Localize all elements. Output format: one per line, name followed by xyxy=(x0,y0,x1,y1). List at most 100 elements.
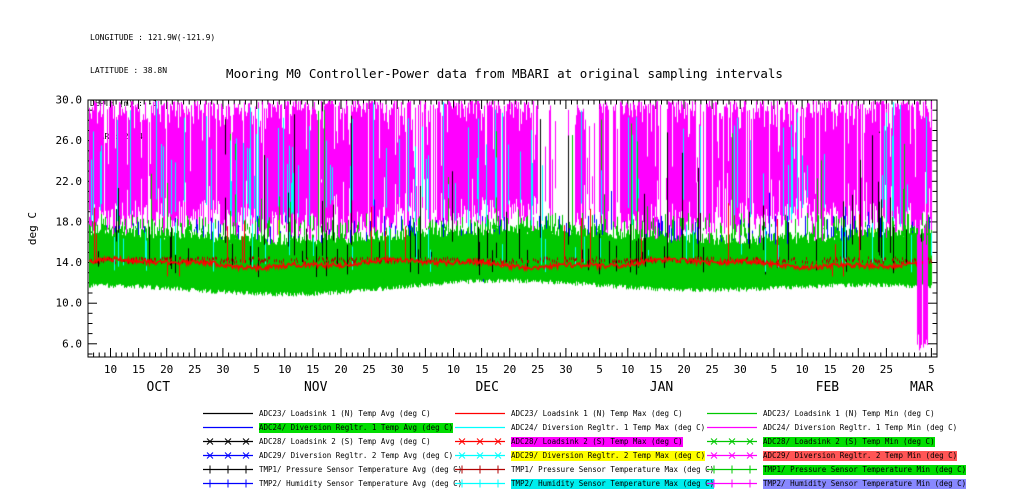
legend-entry-label: ADC23/ Loadsink 1 (N) Temp Min (deg C) xyxy=(763,408,935,418)
x-tick-label: 15 xyxy=(306,363,319,376)
x-tick-label: 20 xyxy=(677,363,690,376)
month-label: FEB xyxy=(816,380,840,395)
legend-entry: ADC29/ Diversion Regltr. 2 Temp Min (deg… xyxy=(706,449,958,462)
x-tick-label: 15 xyxy=(649,363,662,376)
x-tick-label: 30 xyxy=(216,363,229,376)
legend-entry-label: TMP1/ Pressure Sensor Temperature Max (d… xyxy=(511,464,715,474)
legend-plus-marker-swatch-icon xyxy=(455,465,505,474)
x-tick-label: 5 xyxy=(422,363,429,376)
legend-entry: ADC24/ Diversion Regltr. 1 Temp Avg (deg… xyxy=(202,421,454,434)
x-tick-label: 10 xyxy=(447,363,460,376)
x-tick-label: 20 xyxy=(503,363,516,376)
legend-entry: TMP2/ Humidity Sensor Temperature Avg (d… xyxy=(202,477,462,490)
x-tick-label: 15 xyxy=(824,363,837,376)
legend-x-marker-swatch-icon xyxy=(203,452,253,459)
metadata-longitude: LONGITUDE : 121.9W(-121.9) xyxy=(90,33,216,42)
legend-entry: ADC23/ Loadsink 1 (N) Temp Max (deg C) xyxy=(454,407,706,420)
legend-line-swatch-icon xyxy=(707,426,757,429)
legend-plus-marker-swatch-icon xyxy=(203,465,253,474)
legend-entry-label: ADC29/ Diversion Regltr. 2 Temp Max (deg… xyxy=(511,450,706,461)
y-tick-label: 10.0 xyxy=(56,297,83,310)
legend-plus-marker-swatch-icon xyxy=(707,479,757,488)
legend-entry-label: TMP2/ Humidity Sensor Temperature Max (d… xyxy=(511,478,715,489)
x-tick-label: 10 xyxy=(795,363,808,376)
month-label: OCT xyxy=(147,380,171,395)
x-tick-label: 25 xyxy=(705,363,718,376)
y-tick-label: 14.0 xyxy=(56,256,83,269)
x-tick-label: 25 xyxy=(362,363,375,376)
legend-plus-marker-swatch-icon xyxy=(203,479,253,488)
month-label: NOV xyxy=(304,380,328,395)
legend-entry: TMP1/ Pressure Sensor Temperature Min (d… xyxy=(706,463,967,476)
legend-entry-label: ADC23/ Loadsink 1 (N) Temp Max (deg C) xyxy=(511,408,683,418)
legend-line-swatch-icon xyxy=(455,426,505,429)
legend-entry: TMP2/ Humidity Sensor Temperature Max (d… xyxy=(454,477,715,490)
x-tick-label: 20 xyxy=(160,363,173,376)
x-tick-label: 5 xyxy=(771,363,778,376)
x-tick-label: 5 xyxy=(253,363,260,376)
x-tick-label: 30 xyxy=(734,363,747,376)
legend-entry: ADC28/ Loadsink 2 (S) Temp Avg (deg C) xyxy=(202,435,454,448)
plot-data-canvas xyxy=(89,101,936,356)
legend-x-marker-swatch-icon xyxy=(455,438,505,445)
x-tick-label: 15 xyxy=(132,363,145,376)
month-label: MAR xyxy=(910,380,934,395)
legend-plus-marker-swatch-icon xyxy=(707,465,757,474)
legend-entry: ADC23/ Loadsink 1 (N) Temp Avg (deg C) xyxy=(202,407,454,420)
legend-entry: ADC29/ Diversion Regltr. 2 Temp Avg (deg… xyxy=(202,449,454,462)
x-tick-label: 10 xyxy=(278,363,291,376)
legend-entry: ADC29/ Diversion Regltr. 2 Temp Max (deg… xyxy=(454,449,706,462)
y-axis-label: deg C xyxy=(26,212,39,245)
plot-frame xyxy=(87,99,938,358)
x-tick-label: 25 xyxy=(188,363,201,376)
legend-entry-label: ADC28/ Loadsink 2 (S) Temp Avg (deg C) xyxy=(259,436,431,446)
x-tick-label: 20 xyxy=(334,363,347,376)
legend-line-swatch-icon xyxy=(707,412,757,415)
legend-entry-label: ADC24/ Diversion Regltr. 1 Temp Min (deg… xyxy=(763,422,958,432)
y-tick-label: 18.0 xyxy=(56,215,83,228)
month-label: DEC xyxy=(475,380,498,395)
legend-entry-label: TMP2/ Humidity Sensor Temperature Min (d… xyxy=(763,478,967,489)
legend-entry: ADC24/ Diversion Regltr. 1 Temp Min (deg… xyxy=(706,421,958,434)
y-tick-label: 30.0 xyxy=(56,94,83,107)
legend-entry: TMP1/ Pressure Sensor Temperature Max (d… xyxy=(454,463,714,476)
legend-entry-label: ADC24/ Diversion Regltr. 1 Temp Avg (deg… xyxy=(259,422,454,433)
x-tick-label: 25 xyxy=(880,363,893,376)
x-tick-label: 25 xyxy=(531,363,544,376)
metadata-latitude: LATITUDE : 38.8N xyxy=(90,66,168,75)
legend-entry: ADC28/ Loadsink 2 (S) Temp Min (deg C) xyxy=(706,435,958,448)
legend-entry-label: TMP1/ Pressure Sensor Temperature Min (d… xyxy=(763,464,967,475)
x-tick-label: 15 xyxy=(475,363,488,376)
legend-entry: ADC28/ Loadsink 2 (S) Temp Max (deg C) xyxy=(454,435,706,448)
legend-entry-label: TMP2/ Humidity Sensor Temperature Avg (d… xyxy=(259,478,463,488)
x-tick-label: 30 xyxy=(559,363,572,376)
legend-line-swatch-icon xyxy=(455,412,505,415)
y-tick-label: 6.0 xyxy=(62,337,82,350)
legend-entry: ADC23/ Loadsink 1 (N) Temp Min (deg C) xyxy=(706,407,958,420)
legend-entry: TMP1/ Pressure Sensor Temperature Avg (d… xyxy=(202,463,462,476)
month-label: JAN xyxy=(650,380,673,395)
legend-entry-label: ADC23/ Loadsink 1 (N) Temp Avg (deg C) xyxy=(259,408,431,418)
plot-title: Mooring M0 Controller-Power data from MB… xyxy=(226,66,783,81)
y-tick-label: 22.0 xyxy=(56,175,83,188)
y-tick-label: 26.0 xyxy=(56,134,83,147)
legend-x-marker-swatch-icon xyxy=(707,452,757,459)
x-tick-label: 30 xyxy=(391,363,404,376)
legend-entry-label: TMP1/ Pressure Sensor Temperature Avg (d… xyxy=(259,464,463,474)
axis-labels: 10 15 20 25 30 5 10 15 20 25 30 5 10 15 20 25 30 5 10 15 20 2… xyxy=(26,94,935,396)
legend-entry: ADC24/ Diversion Regltr. 1 Temp Max (deg… xyxy=(454,421,706,434)
x-tick-label: 5 xyxy=(596,363,603,376)
legend-entry: TMP2/ Humidity Sensor Temperature Min (d… xyxy=(706,477,967,490)
x-tick-label: 20 xyxy=(852,363,865,376)
legend-x-marker-swatch-icon xyxy=(203,438,253,445)
legend-entry-label: ADC24/ Diversion Regltr. 1 Temp Max (deg… xyxy=(511,422,706,432)
legend-entry-label: ADC28/ Loadsink 2 (S) Temp Min (deg C) xyxy=(763,436,935,447)
legend-entry-label: ADC28/ Loadsink 2 (S) Temp Max (deg C) xyxy=(511,436,683,447)
legend: ADC23/ Loadsink 1 (N) Temp Avg (deg C) AD… xyxy=(202,407,967,490)
x-tick-label: 10 xyxy=(621,363,634,376)
legend-x-marker-swatch-icon xyxy=(707,438,757,445)
x-tick-label: 10 xyxy=(104,363,117,376)
legend-entry-label: ADC29/ Diversion Regltr. 2 Temp Avg (deg… xyxy=(259,450,454,460)
legend-entry-label: ADC29/ Diversion Regltr. 2 Temp Min (deg… xyxy=(763,450,958,461)
